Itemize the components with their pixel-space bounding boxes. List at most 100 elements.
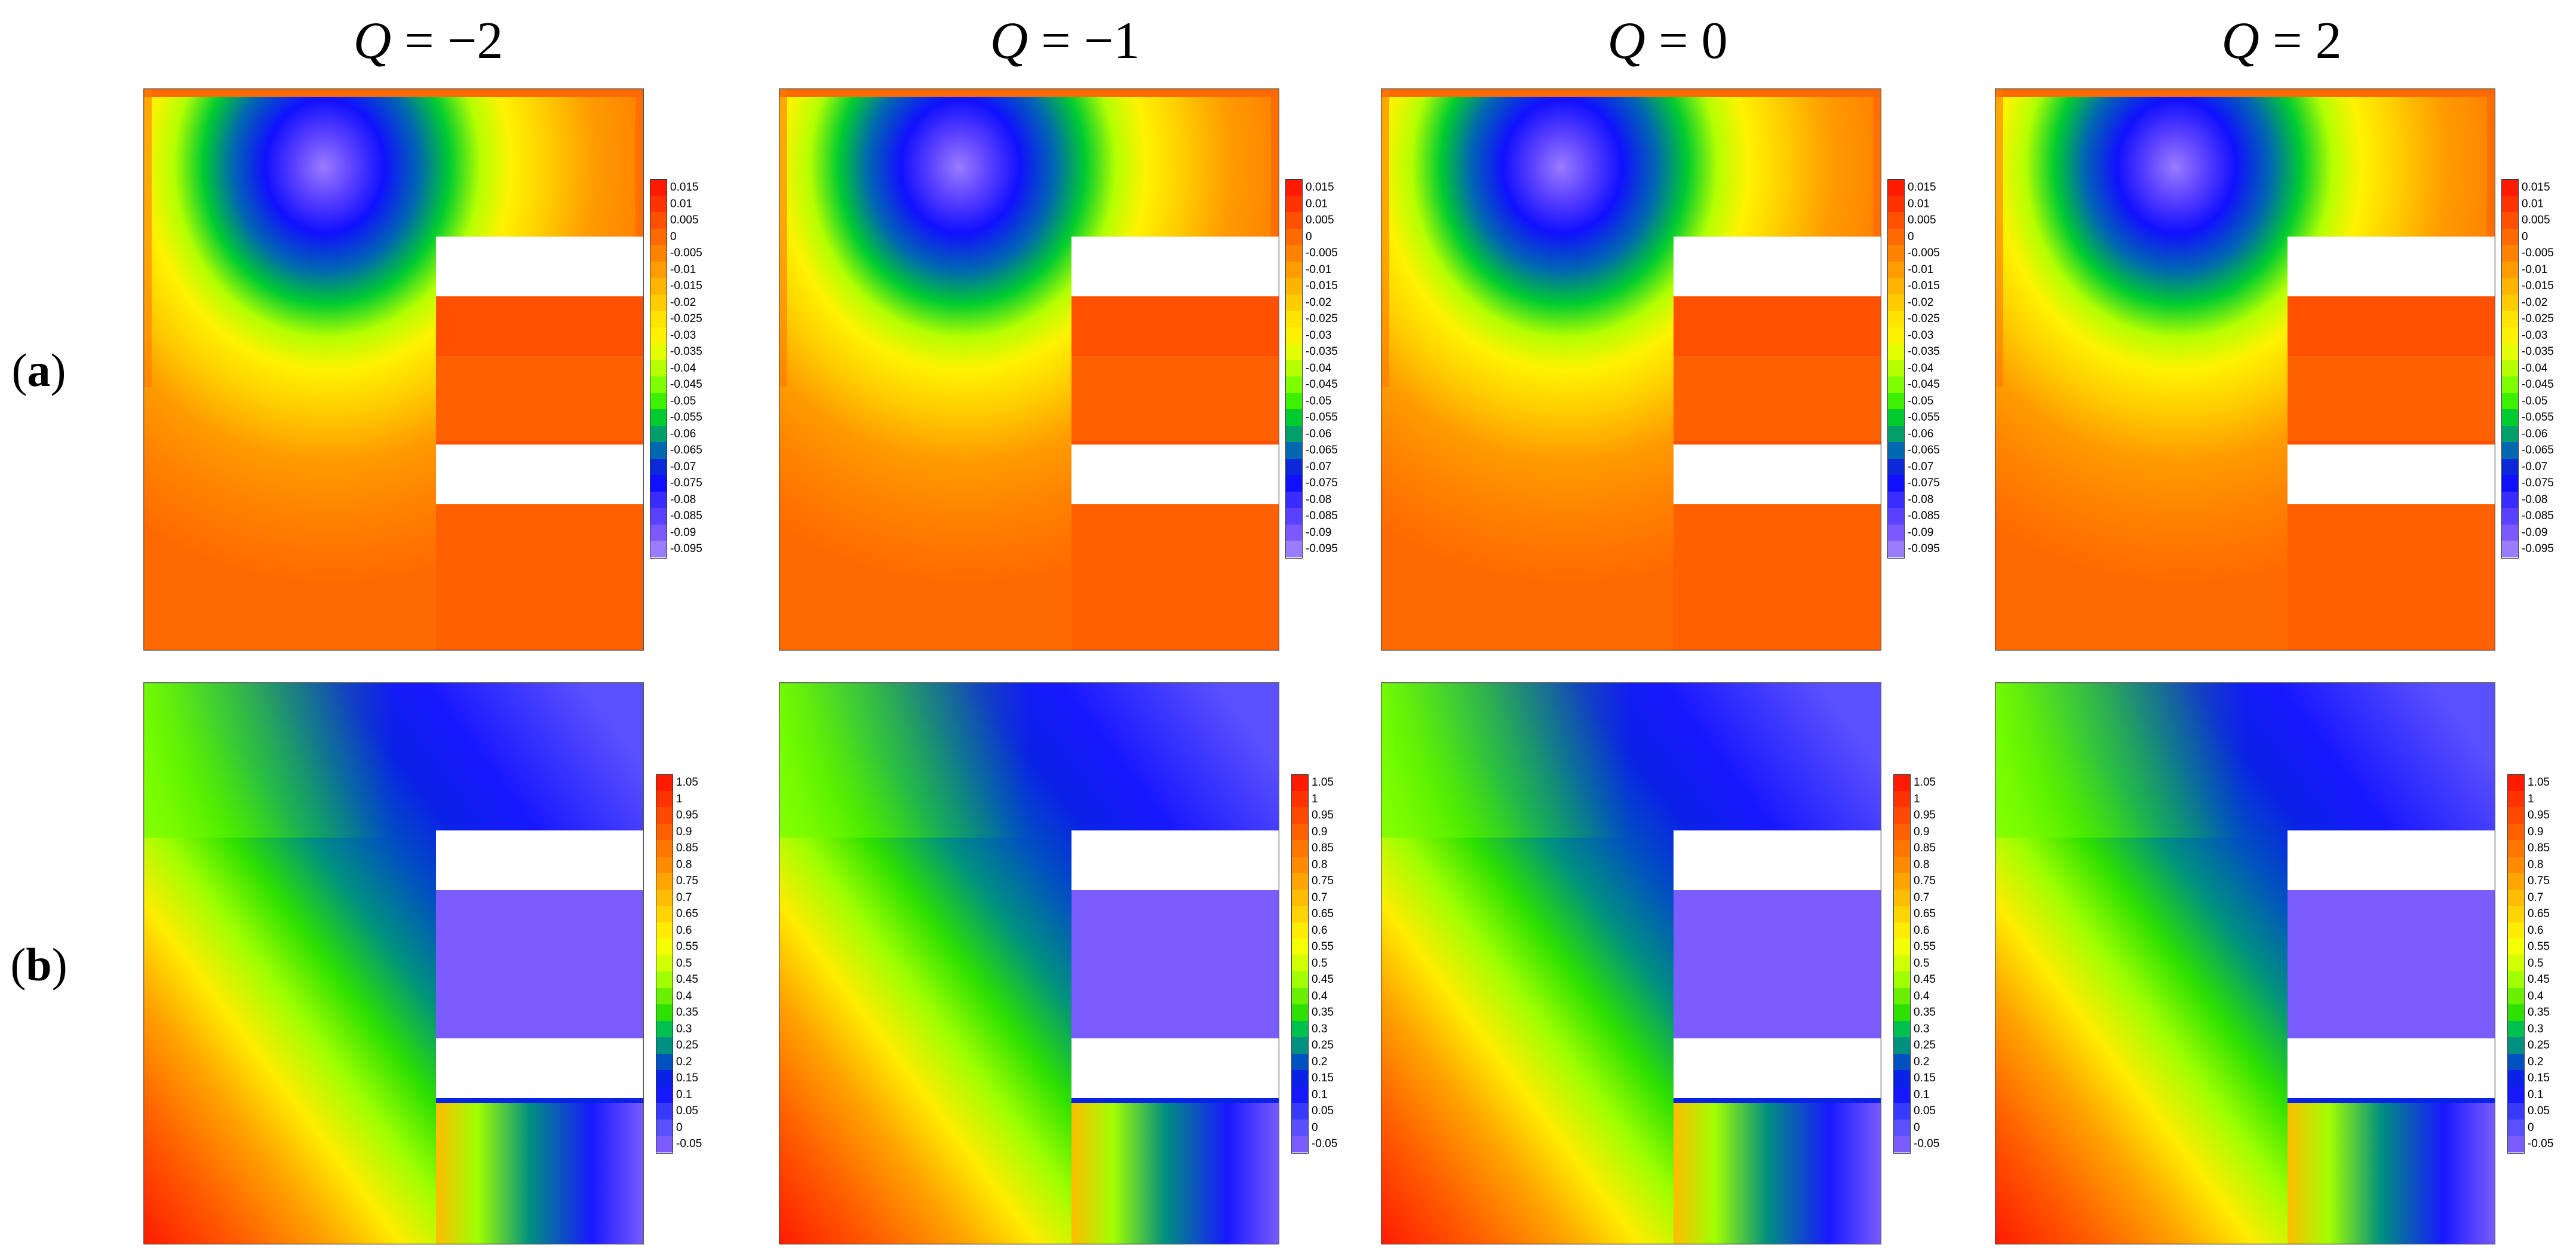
colorbar-swatch — [1893, 840, 1910, 857]
colorbar-swatch — [656, 939, 673, 955]
colorbar-swatch — [656, 1020, 673, 1038]
colorbar-swatch — [650, 458, 667, 476]
colorbar-swatch — [1285, 409, 1302, 426]
colorbar-tick-label: 0 — [676, 1121, 683, 1134]
colorbar-tick-label: -0.015 — [1908, 280, 1940, 292]
colorbar-swatch — [656, 856, 673, 873]
colorbar-tick-label: 0.9 — [2528, 825, 2544, 838]
colorbar-legend-b4: 1.05 1 0.95 0.9 0.85 0.8 0.75 0.7 0.65 0.6 0.55 0.5… — [2507, 774, 2576, 1154]
colorbar-swatch — [1887, 311, 1904, 327]
colorbar-tick-label: -0.055 — [1908, 411, 1940, 424]
colorbar-tick-label: -0.09 — [1908, 526, 1934, 539]
colorbar-swatch — [1893, 1086, 1910, 1103]
colorbar-swatch — [650, 475, 667, 492]
colorbar-swatch — [1887, 508, 1904, 525]
colorbar-swatch — [1285, 311, 1302, 327]
colorbar-tick-label: -0.04 — [1908, 361, 1934, 375]
colorbar-tick-label: 1 — [2528, 792, 2534, 805]
colorbar-frame — [2507, 774, 2525, 1154]
panel-a1-streamlines — [143, 88, 644, 651]
colorbar-swatch — [656, 955, 673, 972]
colorbar-tick-label: 0.5 — [1312, 957, 1328, 970]
colorbar-tick-label: -0.005 — [2522, 247, 2554, 259]
colorbar-swatch — [656, 807, 673, 824]
colorbar-swatch — [656, 823, 673, 841]
colorbar-swatch — [650, 442, 667, 459]
colorbar-tick-label: -0.05 — [2528, 1138, 2554, 1150]
colorbar-swatch — [650, 409, 667, 426]
colorbar-tick-label: -0.04 — [1306, 361, 1332, 375]
colorbar-swatch — [1893, 889, 1910, 906]
colorbar-tick-label: -0.075 — [1306, 477, 1338, 489]
colorbar-tick-label: 0.4 — [676, 989, 692, 1003]
colorbar-swatch — [1291, 922, 1308, 939]
colorbar-swatch — [1893, 1103, 1910, 1120]
colorbar-tick-label: -0.095 — [2522, 542, 2554, 555]
colorbar-tick-label: -0.01 — [1908, 263, 1934, 276]
colorbar-swatch — [1893, 971, 1910, 988]
colorbar-swatch — [1285, 261, 1302, 278]
colorbar-tick-label: 0.75 — [676, 875, 698, 887]
colorbar-swatch — [2507, 1103, 2524, 1120]
colorbar-swatch — [1291, 1070, 1308, 1087]
colorbar-tick-label: 0.45 — [1914, 973, 1936, 986]
colorbar-tick-label: 0.35 — [676, 1006, 698, 1019]
colorbar-swatch — [1887, 344, 1904, 360]
colorbar-tick-label: -0.07 — [2522, 460, 2548, 473]
colorbar-swatch — [1291, 1136, 1308, 1152]
colorbar-swatch — [1893, 955, 1910, 972]
colorbar-swatch — [2501, 541, 2518, 557]
colorbar-tick-label: 0.3 — [676, 1022, 692, 1035]
colorbar-tick-label: 0.1 — [2528, 1088, 2544, 1101]
colorbar-tick-label: -0.08 — [1908, 493, 1934, 506]
colorbar-swatch — [2501, 278, 2518, 295]
colorbar-swatch — [1893, 774, 1910, 791]
colorbar-tick-label: 0.25 — [1914, 1039, 1936, 1051]
colorbar-tick-label: 0.8 — [1914, 858, 1930, 871]
colorbar-tick-label: -0.07 — [1306, 460, 1332, 473]
colorbar-swatch — [2507, 873, 2524, 890]
colorbar-swatch — [1893, 988, 1910, 1005]
colorbar-tick-label: -0.035 — [1908, 345, 1940, 358]
colorbar-swatch — [2507, 1136, 2524, 1152]
colorbar-tick-label: 0.25 — [676, 1039, 698, 1051]
colorbar-tick-label: 0.7 — [676, 891, 692, 904]
colorbar-swatch — [1893, 1020, 1910, 1038]
colorbar-tick-label: -0.045 — [1908, 378, 1940, 391]
colorbar-swatch — [1893, 922, 1910, 939]
colorbar-swatch — [2507, 988, 2524, 1005]
colorbar-frame — [1285, 179, 1303, 559]
colorbar-swatch — [1887, 195, 1904, 213]
colorbar-swatch — [1893, 906, 1910, 922]
colorbar-tick-label: 0.01 — [1306, 197, 1328, 210]
colorbar-swatch — [650, 179, 667, 196]
colorbar-tick-label: -0.055 — [670, 411, 702, 424]
colorbar-swatch — [2507, 955, 2524, 972]
colorbar-tick-label: 0.015 — [670, 181, 699, 194]
colorbar-tick-label: -0.06 — [1306, 427, 1332, 440]
colorbar-swatch — [650, 524, 667, 541]
colorbar-swatch — [1887, 524, 1904, 541]
colorbar-swatch — [1285, 360, 1302, 377]
colorbar-swatch — [656, 873, 673, 890]
colorbar-tick-label: -0.085 — [1306, 510, 1338, 522]
colorbar-tick-label: 0.8 — [2528, 858, 2544, 871]
colorbar-tick-label: 0 — [2522, 230, 2528, 243]
colorbar-swatch — [650, 311, 667, 327]
colorbar-swatch — [1893, 790, 1910, 808]
colorbar-swatch — [1291, 988, 1308, 1005]
colorbar-swatch — [1893, 1037, 1910, 1054]
colorbar-tick-label: -0.03 — [670, 329, 696, 342]
colorbar-swatch — [2501, 261, 2518, 278]
colorbar-swatch — [1291, 790, 1308, 808]
colorbar-tick-label: -0.065 — [1908, 444, 1940, 456]
colorbar-tick-label: 0.15 — [1312, 1072, 1334, 1084]
colorbar-tick-label: 0.01 — [2522, 197, 2544, 210]
colorbar-tick-label: 0.2 — [2528, 1055, 2544, 1068]
colorbar-tick-label: 0.9 — [1312, 825, 1328, 838]
colorbar-tick-label: 0 — [1312, 1121, 1318, 1134]
colorbar-tick-label: -0.025 — [1908, 312, 1940, 325]
colorbar-swatch — [2501, 195, 2518, 213]
colorbar-tick-label: 0.3 — [1312, 1022, 1328, 1035]
colorbar-swatch — [656, 906, 673, 922]
